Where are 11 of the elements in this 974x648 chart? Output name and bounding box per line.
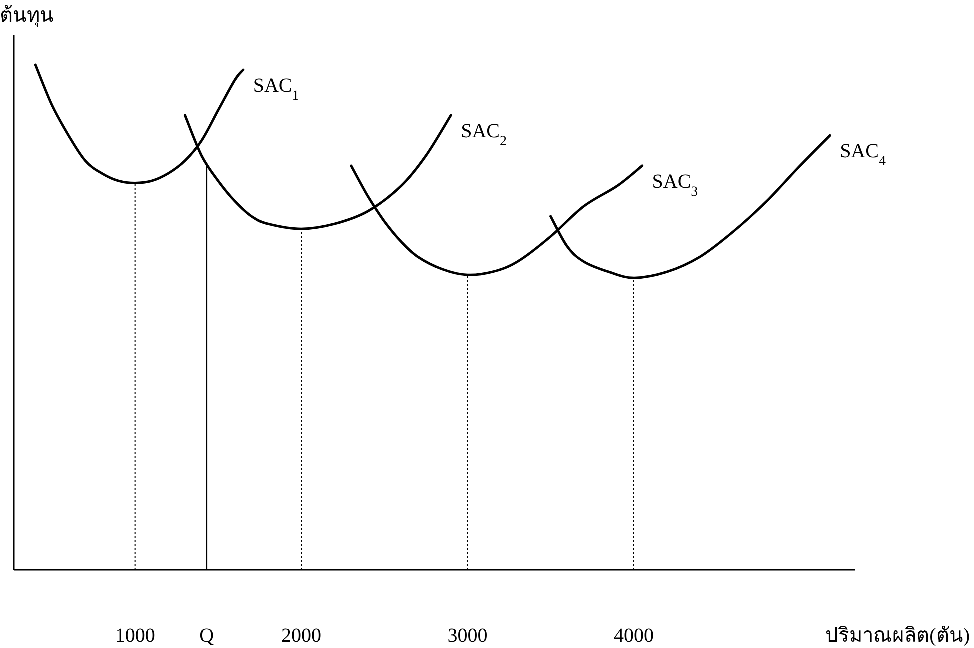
x-tick-label: Q [200,625,215,647]
series-label: SAC$_{1}$ [253,75,300,104]
x-tick-label: 3000 [448,625,488,647]
series-label: SAC$_{3}$ [652,171,698,200]
series-label: SAC$_{4}$ [840,140,886,170]
series-label: SAC$_{2}$ [461,120,508,149]
x-tick-label: 4000 [614,625,654,647]
y-axis-title: ต้นทุน [0,5,54,28]
x-axis-title: ปริมาณผลิต(ตัน) [826,625,970,647]
x-tick-label: 1000 [115,625,156,647]
x-tick-label: 2000 [282,625,322,647]
